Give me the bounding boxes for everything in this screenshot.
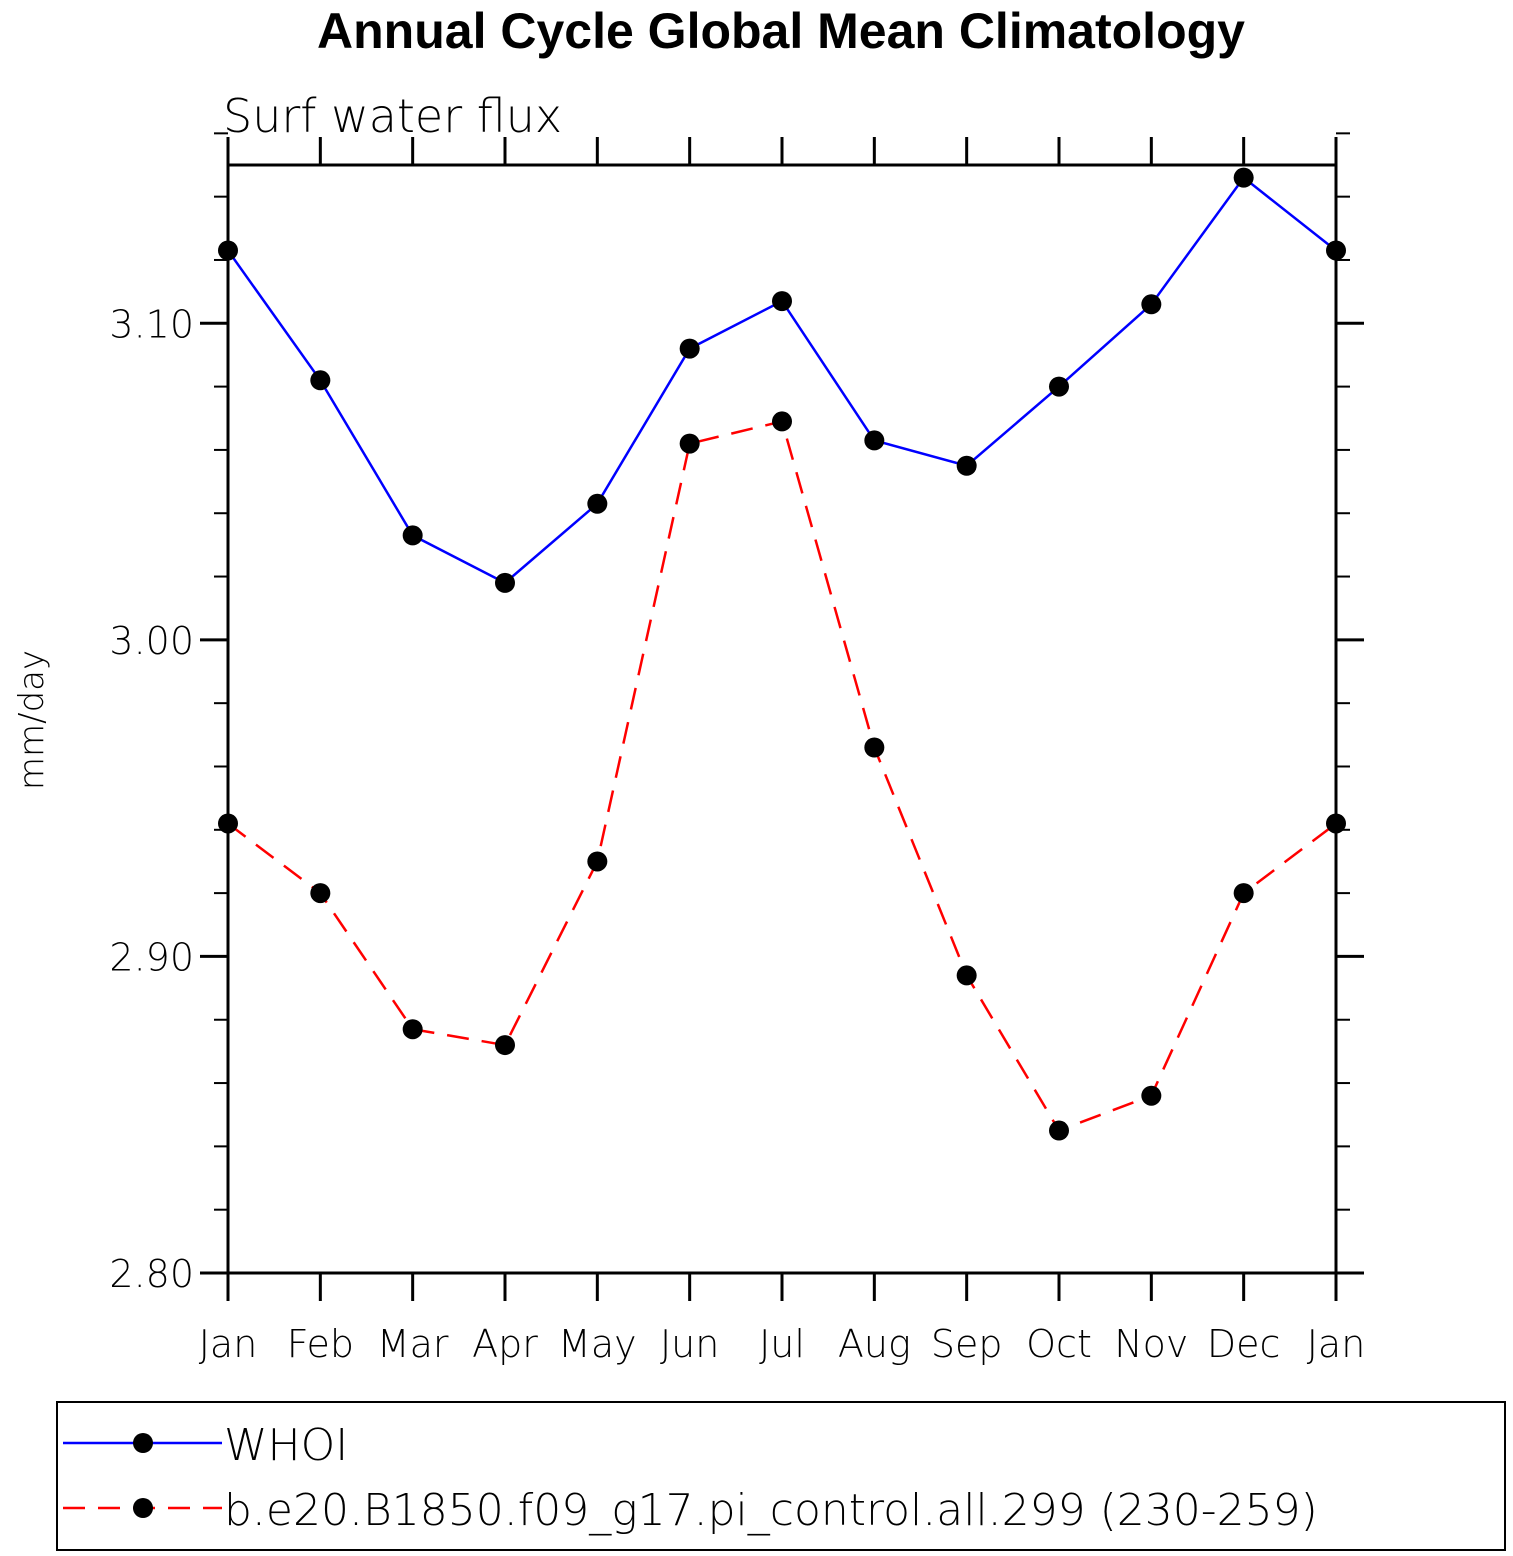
x-tick-label: Aug bbox=[838, 1322, 911, 1366]
x-tick-label: May bbox=[558, 1322, 637, 1366]
data-point-s0-4 bbox=[587, 493, 608, 514]
axis-ticks bbox=[200, 132, 1364, 1301]
data-point-s1-10 bbox=[1141, 1085, 1162, 1106]
data-point-s1-7 bbox=[864, 737, 885, 758]
data-point-s1-5 bbox=[679, 433, 700, 454]
series-line-1 bbox=[227, 419, 1337, 1133]
data-point-s0-8 bbox=[956, 455, 977, 476]
x-tick-label: Sep bbox=[931, 1322, 1003, 1366]
data-point-s0-10 bbox=[1141, 294, 1162, 315]
data-point-s0-2 bbox=[402, 525, 423, 546]
series-line-0 bbox=[226, 175, 1337, 585]
y-tick-labels: 2.80 2.90 3.00 3.10 bbox=[109, 302, 194, 1296]
y-tick-label: 3.10 bbox=[109, 302, 194, 346]
data-point-s1-1 bbox=[310, 883, 331, 904]
data-point-s1-2 bbox=[402, 1019, 423, 1040]
data-point-s0-5 bbox=[679, 338, 700, 359]
data-point-s1-0 bbox=[218, 813, 238, 834]
legend-swatch-marker-model bbox=[133, 1498, 153, 1518]
data-point-s1-8 bbox=[956, 965, 977, 986]
x-tick-label: Nov bbox=[1114, 1322, 1188, 1366]
x-tick-label: Jun bbox=[660, 1322, 719, 1366]
chart-subtitle: Surf water flux bbox=[223, 89, 562, 143]
data-point-s1-12 bbox=[1326, 813, 1346, 834]
data-point-s0-1 bbox=[310, 370, 331, 391]
x-tick-label: Feb bbox=[287, 1322, 354, 1366]
data-point-s1-11 bbox=[1233, 883, 1254, 904]
data-point-s0-0 bbox=[218, 240, 238, 261]
legend-swatch-marker-whoi bbox=[133, 1433, 153, 1453]
legend-entry-model: b.e20.B1850.f09_g17.pi_control.all.299 (… bbox=[63, 1485, 1318, 1536]
y-tick-label: 2.90 bbox=[109, 935, 194, 979]
data-point-s0-9 bbox=[1049, 376, 1069, 397]
x-tick-label: Jul bbox=[759, 1322, 805, 1366]
legend-label-model: b.e20.B1850.f09_g17.pi_control.all.299 (… bbox=[224, 1485, 1318, 1536]
data-point-s0-11 bbox=[1233, 167, 1254, 188]
x-tick-label: Mar bbox=[377, 1322, 449, 1366]
data-point-s1-4 bbox=[587, 851, 608, 872]
chart-title: Annual Cycle Global Mean Climatology bbox=[317, 3, 1245, 59]
data-point-s0-12 bbox=[1326, 240, 1346, 261]
legend-box bbox=[56, 1401, 1506, 1551]
legend-label-whoi: WHOI bbox=[224, 1420, 348, 1471]
y-tick-label: 2.80 bbox=[109, 1252, 194, 1296]
data-point-s1-9 bbox=[1049, 1120, 1069, 1141]
x-tick-labels: Jan Feb Mar Apr May Jun Jul Aug Sep Oct Nov Dec Jan bbox=[199, 1322, 1366, 1366]
data-point-s1-6 bbox=[772, 411, 792, 432]
x-tick-label: Apr bbox=[472, 1322, 538, 1366]
x-tick-label: Dec bbox=[1207, 1322, 1281, 1366]
x-tick-label: Jan bbox=[1307, 1322, 1366, 1366]
data-point-s0-6 bbox=[772, 291, 792, 312]
y-tick-label: 3.00 bbox=[109, 619, 194, 663]
y-axis-label: mm/day bbox=[12, 650, 52, 790]
x-tick-label: Jan bbox=[199, 1322, 258, 1366]
plot-frame bbox=[226, 163, 1338, 1275]
data-point-s0-3 bbox=[495, 572, 515, 593]
legend-entry-whoi: WHOI bbox=[63, 1420, 348, 1471]
data-point-s0-7 bbox=[864, 430, 885, 451]
series-group bbox=[218, 167, 1346, 1141]
data-point-s1-3 bbox=[495, 1035, 515, 1056]
x-tick-label: Oct bbox=[1026, 1322, 1092, 1366]
